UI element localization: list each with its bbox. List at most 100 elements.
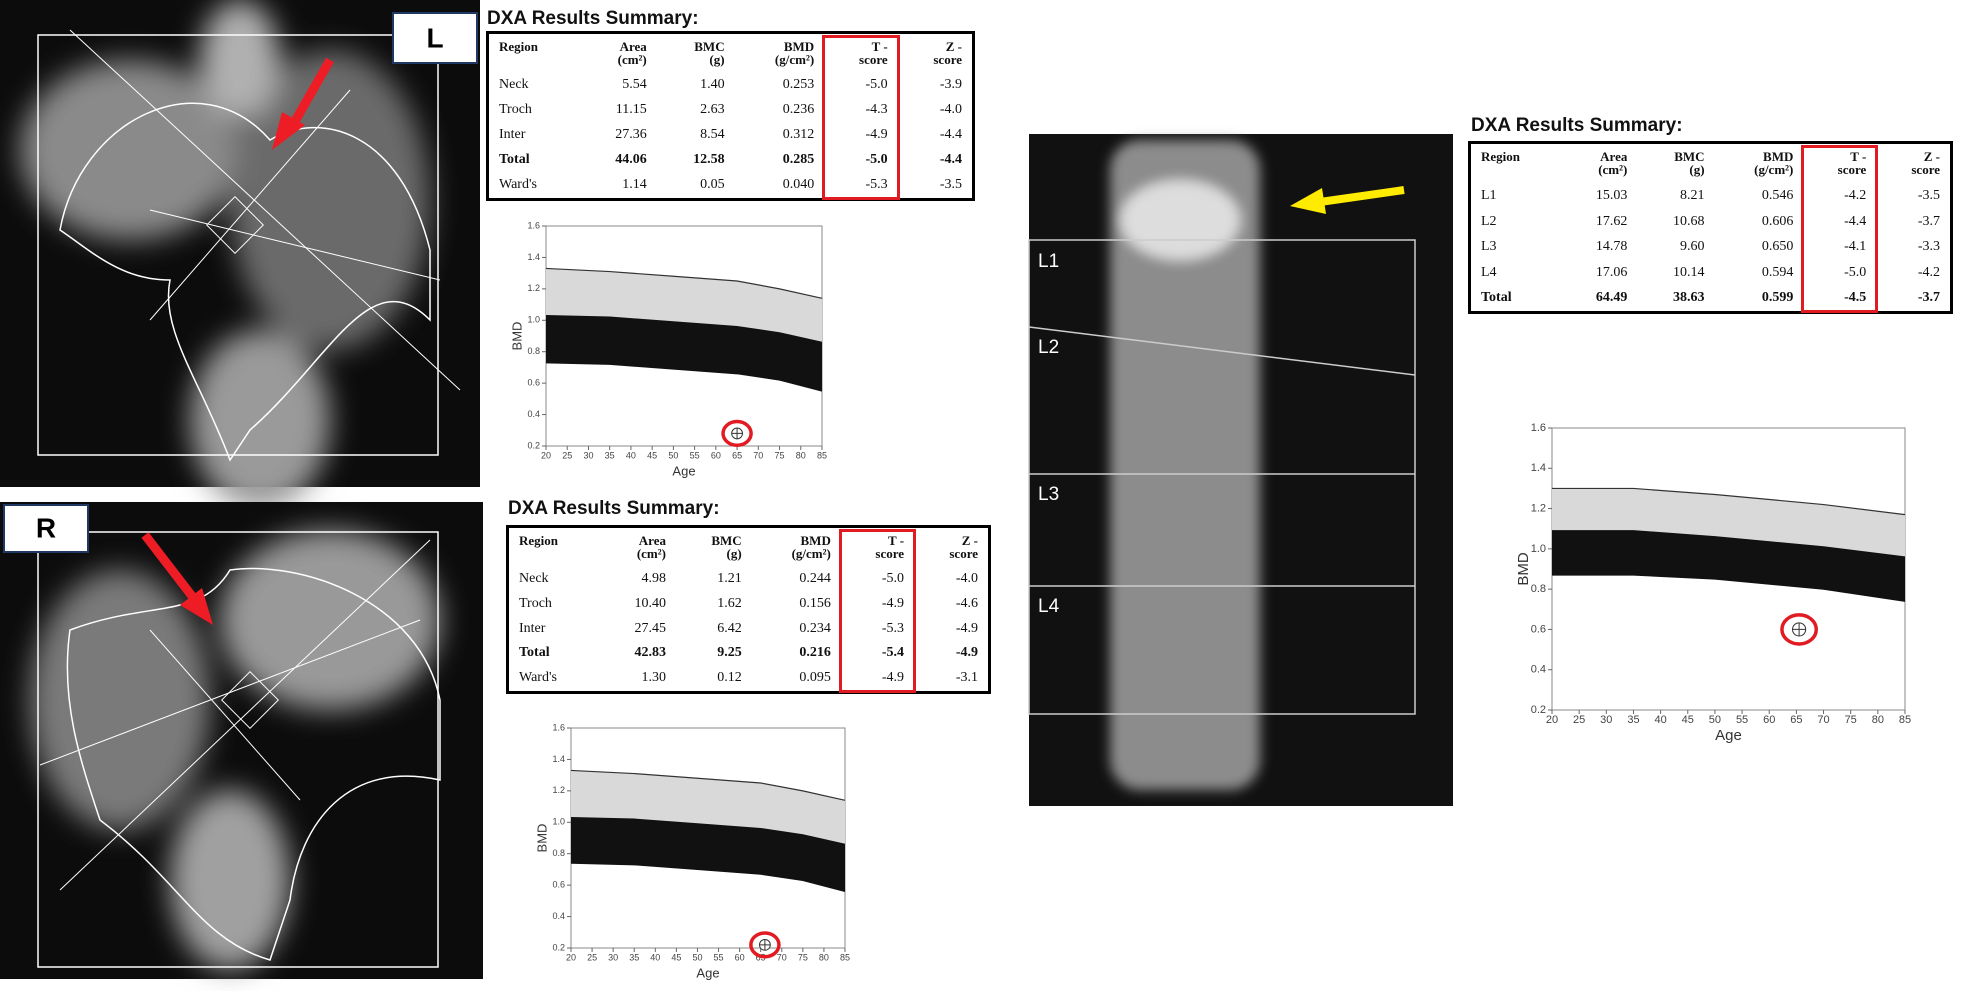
panel-label: R: [36, 512, 56, 543]
x-tick-label: 75: [798, 952, 808, 962]
header-text: (g/cm²): [774, 52, 815, 67]
table-cell: -4.1: [1844, 239, 1867, 255]
x-tick-label: 70: [753, 450, 763, 460]
table-title: DXA Results Summary:: [508, 498, 720, 519]
column-header: Area (cm²): [599, 527, 676, 567]
table-cell: 44.06: [615, 152, 647, 168]
y-tick-label: 0.2: [552, 942, 565, 952]
point-cross: [1792, 622, 1806, 637]
table-cell: 0.216: [799, 645, 831, 661]
table-row: Neck 5.54 1.40 0.253 -5.0 -3.9: [488, 73, 974, 98]
table-cell: 10.40: [634, 595, 666, 611]
results-table: Region Area (cm²) BMC (g) BMD (g/cm²) T - score Z…: [1468, 141, 1953, 314]
header-text: score: [859, 52, 888, 67]
table-cell: 0.156: [799, 595, 831, 611]
column-header: T - score: [824, 33, 898, 73]
header-text: score: [1911, 162, 1940, 177]
table-cell: 0.546: [1761, 188, 1794, 204]
left-hip-scan: L: [0, 0, 480, 510]
table-cell: Ward's: [519, 670, 557, 686]
table-row: Ward's 1.14 0.05 0.040 -5.3 -3.5: [488, 173, 974, 200]
table-cell: 64.49: [1595, 290, 1628, 306]
table-cell: -4.0: [939, 102, 962, 118]
table-cell: 0.234: [799, 620, 831, 636]
table-title: DXA Results Summary:: [1471, 115, 1683, 136]
table-cell: -5.3: [865, 177, 888, 193]
column-header: BMC (g): [657, 33, 735, 73]
table-cell: 9.60: [1680, 239, 1705, 255]
header-text: Z -: [1923, 149, 1940, 164]
panel-label: L: [426, 22, 443, 53]
table-cell: Neck: [499, 77, 529, 93]
x-tick-label: 30: [608, 952, 618, 962]
table-cell: 4.98: [641, 570, 666, 586]
table-cell: -4.2: [1844, 188, 1867, 204]
y-tick-label: 0.2: [1531, 704, 1546, 716]
header-text: Z -: [945, 39, 962, 54]
table-cell: -4.4: [1844, 213, 1867, 229]
table-cell: -4.6: [955, 595, 978, 611]
reference-line: [570, 816, 846, 845]
x-tick-label: 85: [817, 450, 827, 460]
table-cell: -5.0: [865, 77, 888, 93]
x-tick-label: 45: [671, 952, 681, 962]
table-row: Total 42.83 9.25 0.216 -5.4 -4.9: [508, 641, 990, 666]
results-table: Region Area (cm²) BMC (g) BMD (g/cm²) T - score Z…: [506, 525, 991, 694]
y-tick-label: 0.4: [527, 409, 540, 419]
x-tick-label: 45: [1682, 714, 1694, 726]
table-cell: 1.40: [700, 77, 725, 93]
x-tick-label: 20: [566, 952, 576, 962]
y-tick-label: 1.4: [552, 754, 565, 764]
table-cell: 17.62: [1595, 213, 1628, 229]
vertebra-label: L2: [1038, 337, 1059, 358]
vertebra-label: L3: [1038, 484, 1059, 505]
header-text: T -: [1850, 149, 1867, 164]
table-cell: 2.63: [700, 102, 725, 118]
highlight-circle: [1780, 613, 1819, 646]
table-cell: 11.15: [615, 102, 647, 118]
table-cell: -3.7: [1917, 290, 1940, 306]
highlight-circle: [749, 931, 781, 959]
table-cell: 0.285: [782, 152, 815, 168]
table-cell: -4.9: [881, 595, 905, 611]
table-cell: 0.244: [799, 570, 831, 586]
header-text: Area: [619, 39, 647, 54]
header-text: Z -: [961, 533, 978, 548]
table-cell: 27.45: [634, 620, 666, 636]
column-header: BMD (g/cm²): [752, 527, 841, 567]
header-text: score: [949, 546, 978, 561]
table-cell: Troch: [519, 595, 552, 611]
reference-line: [1552, 487, 1906, 516]
y-tick-label: 1.2: [527, 283, 540, 293]
header-text: score: [1837, 162, 1867, 177]
x-tick-label: 60: [1763, 714, 1775, 726]
column-header: T - score: [1803, 143, 1876, 184]
header-row: Region Area (cm²) BMC (g) BMD (g/cm²) T - score Z…: [488, 33, 974, 73]
table-cell: -3.1: [955, 670, 978, 686]
x-tick-label: 65: [1790, 714, 1802, 726]
table-row: Total 64.49 38.63 0.599 -4.5 -3.7: [1470, 285, 1952, 312]
y-tick-label: 0.2: [527, 440, 540, 450]
table-cell: 8.21: [1680, 188, 1705, 204]
header-text: (g): [1689, 162, 1705, 177]
column-header: BMC (g): [676, 527, 752, 567]
header-text: BMC: [694, 39, 725, 54]
x-tick-label: 70: [1817, 714, 1829, 726]
y-tick-label: 1.6: [1531, 422, 1546, 434]
column-header: Region: [508, 527, 599, 567]
header-text: (g): [726, 546, 742, 561]
table-cell: 42.83: [634, 645, 666, 661]
table-cell: L4: [1481, 264, 1497, 280]
column-header: BMD (g/cm²): [1715, 143, 1804, 184]
x-tick-label: 65: [732, 450, 742, 460]
reference-line: [570, 769, 846, 801]
table-cell: 0.236: [782, 102, 815, 118]
header-text: BMC: [711, 533, 742, 548]
reference-line: [545, 314, 823, 343]
table-cell: -3.3: [1917, 239, 1940, 255]
y-tick-label: 1.4: [527, 252, 540, 262]
table-cell: 12.58: [693, 152, 725, 168]
column-header: BMD (g/cm²): [735, 33, 825, 73]
table-row: L3 14.78 9.60 0.650 -4.1 -3.3: [1470, 234, 1952, 259]
point-cross: [759, 939, 771, 951]
